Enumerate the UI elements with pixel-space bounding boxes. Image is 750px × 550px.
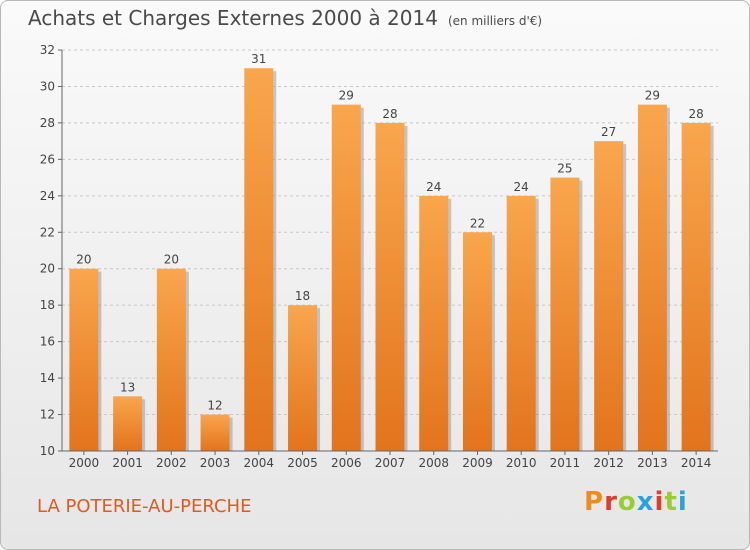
x-tick-label: 2006 xyxy=(331,456,362,470)
y-tick-label: 26 xyxy=(40,152,55,166)
y-tick-label: 28 xyxy=(40,116,55,130)
chart-unit: (en milliers d'€) xyxy=(447,14,543,28)
data-label: 18 xyxy=(295,289,310,303)
y-tick-label: 20 xyxy=(40,262,55,276)
y-tick-label: 16 xyxy=(40,335,55,349)
y-tick-label: 30 xyxy=(40,79,55,93)
y-tick-label: 18 xyxy=(40,298,55,312)
data-label: 31 xyxy=(251,52,266,66)
y-tick-label: 24 xyxy=(40,189,55,203)
data-label: 20 xyxy=(76,253,91,267)
data-label: 29 xyxy=(645,89,660,103)
x-tick-label: 2012 xyxy=(593,456,624,470)
x-tick-label: 2014 xyxy=(681,456,712,470)
data-label: 22 xyxy=(470,216,485,230)
data-label: 20 xyxy=(164,253,179,267)
chart-title-text: Achats et Charges Externes 2000 à 2014 xyxy=(28,6,438,30)
bar xyxy=(637,104,667,451)
bar xyxy=(69,268,99,451)
data-label: 28 xyxy=(688,107,703,121)
logo-letter: r xyxy=(604,487,618,517)
proxiti-logo: Proxiti xyxy=(584,487,688,517)
bar xyxy=(288,305,318,451)
y-tick-label: 12 xyxy=(40,408,55,422)
bar xyxy=(244,68,274,452)
bars: 20 13 20 12 31 18 29 28 24 22 24 25 27 29 28 xyxy=(69,52,714,452)
x-tick-label: 2010 xyxy=(506,456,537,470)
data-label: 29 xyxy=(339,89,354,103)
data-label: 12 xyxy=(207,399,222,413)
data-label: 24 xyxy=(514,180,529,194)
logo-letter: o xyxy=(617,487,637,517)
x-tick-label: 2001 xyxy=(112,456,143,470)
logo-letter: t xyxy=(664,487,678,517)
data-label: 13 xyxy=(120,380,135,394)
bar xyxy=(113,396,143,451)
y-tick-label: 22 xyxy=(40,225,55,239)
chart-title: Achats et Charges Externes 2000 à 2014 (e… xyxy=(28,6,542,30)
x-tick-label: 2013 xyxy=(637,456,668,470)
bar xyxy=(594,141,624,452)
x-tick-label: 2004 xyxy=(244,456,275,470)
x-tick-label: 2009 xyxy=(462,456,493,470)
x-tick-label: 2003 xyxy=(200,456,231,470)
bar xyxy=(331,104,361,451)
logo-letter: i xyxy=(677,487,688,517)
bar xyxy=(506,195,536,451)
bar xyxy=(550,177,580,451)
place-name: LA POTERIE-AU-PERCHE xyxy=(37,496,252,517)
x-tick-label: 2011 xyxy=(550,456,581,470)
data-label: 24 xyxy=(426,180,441,194)
bar xyxy=(419,195,449,451)
x-tick-label: 2007 xyxy=(375,456,406,470)
axes: 10 12 14 16 18 20 22 24 26 28 30 32 2000 2001 2002 2003… xyxy=(40,43,718,470)
x-tick-label: 2002 xyxy=(156,456,187,470)
logo-letter: i xyxy=(654,487,665,517)
logo-letter: x xyxy=(636,487,655,517)
bar xyxy=(681,122,711,451)
bar xyxy=(462,232,492,451)
bar xyxy=(156,268,186,451)
bar xyxy=(375,122,405,451)
bar xyxy=(200,414,230,451)
data-label: 27 xyxy=(601,125,616,139)
x-tick-label: 2005 xyxy=(287,456,318,470)
y-tick-label: 10 xyxy=(40,444,55,458)
y-tick-label: 14 xyxy=(40,371,55,385)
y-tick-label: 32 xyxy=(40,43,55,57)
x-tick-label: 2008 xyxy=(418,456,449,470)
data-label: 25 xyxy=(557,162,572,176)
data-label: 28 xyxy=(382,107,397,121)
x-tick-label: 2000 xyxy=(69,456,100,470)
logo-letter: P xyxy=(584,487,605,517)
